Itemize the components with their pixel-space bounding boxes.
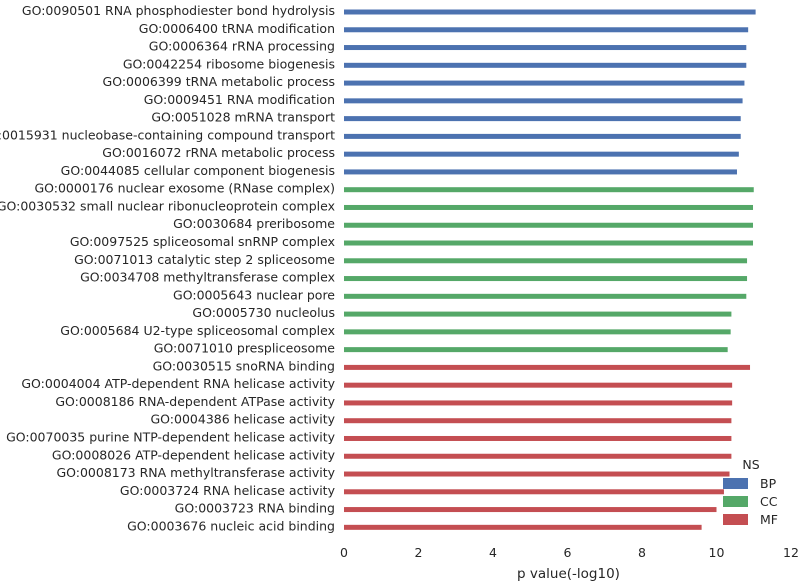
category-label: GO:0004004 ATP-dependent RNA helicase ac… xyxy=(21,376,335,391)
bar-bp xyxy=(344,45,747,51)
bar-cc xyxy=(344,222,754,228)
x-tick-label: 10 xyxy=(709,545,725,560)
bar-mf xyxy=(344,435,732,441)
category-label: GO:0097525 spliceosomal snRNP complex xyxy=(70,234,335,249)
legend-label-mf: MF xyxy=(760,512,778,527)
bar-bp xyxy=(344,80,745,86)
x-axis-ticks: 0 2 4 6 8 10 12 xyxy=(340,545,799,560)
bar-bp xyxy=(344,116,741,122)
legend-label-cc: CC xyxy=(760,494,778,509)
bar-bp xyxy=(344,151,739,157)
bar-cc xyxy=(344,347,728,353)
category-label: GO:0070035 purine NTP-dependent helicase… xyxy=(6,429,336,444)
bar-group xyxy=(344,9,756,530)
x-tick-label: 12 xyxy=(783,545,799,560)
bar-mf xyxy=(344,382,733,388)
x-tick-label: 2 xyxy=(415,545,423,560)
category-label: GO:0008186 RNA-dependent ATPase activity xyxy=(55,394,335,409)
x-axis-title: p value(-log10) xyxy=(517,566,620,582)
category-label: GO:0005730 nucleolus xyxy=(192,305,335,320)
bar-cc xyxy=(344,258,748,264)
category-label: GO:0030532 small nuclear ribonucleoprote… xyxy=(0,198,335,213)
category-label: GO:0004386 helicase activity xyxy=(150,412,335,427)
legend-title: NS xyxy=(742,457,759,472)
bar-bp xyxy=(344,27,749,33)
bar-mf xyxy=(344,400,733,406)
bar-bp xyxy=(344,9,756,15)
category-label: GO:0016072 rRNA metabolic process xyxy=(102,145,335,160)
bar-bp xyxy=(344,98,743,104)
bar-mf xyxy=(344,453,732,459)
category-label: GO:0006399 tRNA metabolic process xyxy=(103,74,335,89)
category-label: GO:0071013 catalytic step 2 spliceosome xyxy=(74,252,335,267)
category-label: GO:0005684 U2-type spliceosomal complex xyxy=(60,323,335,338)
bar-mf xyxy=(344,524,702,530)
bar-bp xyxy=(344,169,737,175)
bar-cc xyxy=(344,293,747,299)
legend-swatch-cc xyxy=(723,496,748,507)
category-labels: GO:0090501 RNA phosphodiester bond hydro… xyxy=(0,3,336,533)
category-label: GO:0003723 RNA binding xyxy=(175,501,335,516)
bar-cc xyxy=(344,311,732,317)
category-label: GO:0071010 prespliceosome xyxy=(154,341,336,356)
bar-cc xyxy=(344,240,754,246)
category-label: GO:0006364 rRNA processing xyxy=(149,39,335,54)
bar-mf xyxy=(344,418,732,424)
legend-swatch-mf xyxy=(723,514,748,525)
x-tick-label: 6 xyxy=(564,545,572,560)
bar-cc xyxy=(344,276,748,282)
category-label: GO:0042254 ribosome biogenesis xyxy=(123,56,335,71)
category-label: GO:0030515 snoRNA binding xyxy=(153,358,335,373)
bar-mf xyxy=(344,507,717,513)
category-label: GO:0008173 RNA methyltransferase activit… xyxy=(56,465,335,480)
category-label: GO:0003676 nucleic acid binding xyxy=(127,518,335,533)
bar-bp xyxy=(344,133,741,139)
x-tick-label: 0 xyxy=(340,545,348,560)
legend-swatch-bp xyxy=(723,478,748,489)
category-label: GO:0005643 nuclear pore xyxy=(173,287,335,302)
category-label: GO:0006400 tRNA modification xyxy=(139,21,335,36)
bar-cc xyxy=(344,329,731,335)
category-label: GO:0015931 nucleobase-containing compoun… xyxy=(0,127,335,142)
bar-mf xyxy=(344,489,724,495)
category-label: GO:0000176 nuclear exosome (RNase comple… xyxy=(34,181,335,196)
category-label: GO:0003724 RNA helicase activity xyxy=(120,483,336,498)
category-label: GO:0051028 mRNA transport xyxy=(151,110,335,125)
category-label: GO:0030684 preribosome xyxy=(173,216,335,231)
category-label: GO:0034708 methyltransferase complex xyxy=(80,270,335,285)
bar-cc xyxy=(344,187,754,193)
bar-mf xyxy=(344,364,751,370)
category-label: GO:0009451 RNA modification xyxy=(144,92,335,107)
x-tick-label: 4 xyxy=(489,545,497,560)
x-tick-label: 8 xyxy=(638,545,646,560)
legend-label-bp: BP xyxy=(760,476,777,491)
category-label: GO:0044085 cellular component biogenesis xyxy=(61,163,335,178)
bar-cc xyxy=(344,204,754,210)
bar-bp xyxy=(344,62,747,68)
bar-mf xyxy=(344,471,730,477)
category-label: GO:0090501 RNA phosphodiester bond hydro… xyxy=(22,3,335,18)
legend: NS BP CC MF xyxy=(723,457,778,527)
category-label: GO:0008026 ATP-dependent helicase activi… xyxy=(52,447,336,462)
